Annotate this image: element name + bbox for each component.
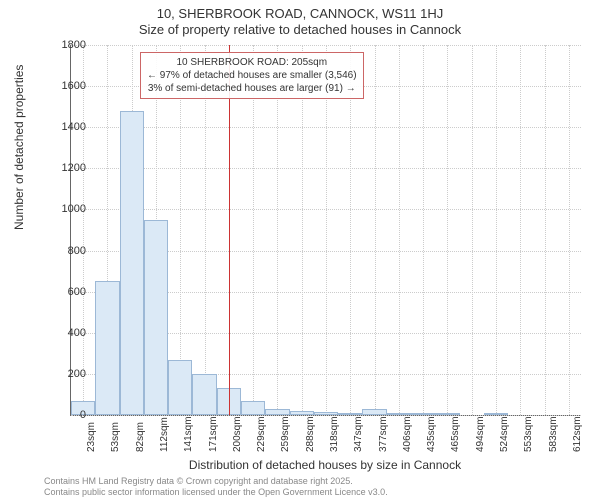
ytick-label: 800: [46, 245, 86, 257]
xtick-label: 229sqm: [256, 416, 267, 452]
histogram-bar: [265, 409, 289, 415]
gridline-v: [326, 45, 327, 415]
annotation-box: 10 SHERBROOK ROAD: 205sqm ← 97% of detac…: [140, 52, 364, 99]
histogram-bar: [192, 374, 216, 415]
ytick-label: 400: [46, 327, 86, 339]
ytick-label: 600: [46, 286, 86, 298]
xtick-label: 53sqm: [110, 422, 121, 452]
xtick-label: 465sqm: [450, 416, 461, 452]
gridline-v: [350, 45, 351, 415]
xtick-label: 612sqm: [572, 416, 583, 452]
footer-attribution: Contains HM Land Registry data © Crown c…: [44, 476, 388, 498]
y-axis-label: Number of detached properties: [12, 65, 26, 230]
ytick-label: 1200: [46, 162, 86, 174]
xtick-label: 318sqm: [329, 416, 340, 452]
ytick-label: 0: [46, 409, 86, 421]
gridline-v: [83, 45, 84, 415]
gridline-v: [205, 45, 206, 415]
annot-line-1: 10 SHERBROOK ROAD: 205sqm: [147, 56, 357, 69]
xtick-label: 406sqm: [402, 416, 413, 452]
title-line-1: 10, SHERBROOK ROAD, CANNOCK, WS11 1HJ: [0, 6, 600, 21]
footer-line-1: Contains HM Land Registry data © Crown c…: [44, 476, 388, 487]
gridline-v: [545, 45, 546, 415]
xtick-label: 200sqm: [232, 416, 243, 452]
annot-line-3: 3% of semi-detached houses are larger (9…: [147, 82, 357, 95]
gridline-v: [375, 45, 376, 415]
ytick-label: 200: [46, 368, 86, 380]
xtick-label: 583sqm: [548, 416, 559, 452]
gridline-v: [520, 45, 521, 415]
xtick-label: 259sqm: [280, 416, 291, 452]
histogram-bar: [168, 360, 192, 416]
histogram-bar: [484, 413, 508, 415]
histogram-bar: [387, 413, 411, 415]
ytick-label: 1600: [46, 80, 86, 92]
xtick-label: 377sqm: [378, 416, 389, 452]
histogram-bar: [362, 409, 386, 415]
gridline-v: [253, 45, 254, 415]
gridline-v: [447, 45, 448, 415]
plot-area: [70, 45, 581, 416]
chart-container: 10, SHERBROOK ROAD, CANNOCK, WS11 1HJ Si…: [0, 0, 600, 500]
ytick-label: 1000: [46, 203, 86, 215]
gridline-v: [569, 45, 570, 415]
histogram-bar: [435, 413, 459, 415]
xtick-label: 494sqm: [475, 416, 486, 452]
histogram-bar: [120, 111, 144, 415]
property-marker-line: [229, 45, 230, 415]
xtick-label: 435sqm: [426, 416, 437, 452]
xtick-label: 553sqm: [523, 416, 534, 452]
histogram-bar: [241, 401, 265, 415]
gridline-v: [277, 45, 278, 415]
footer-line-2: Contains public sector information licen…: [44, 487, 388, 498]
xtick-label: 23sqm: [86, 422, 97, 452]
x-axis-label: Distribution of detached houses by size …: [70, 458, 580, 472]
gridline-v: [472, 45, 473, 415]
gridline-v: [423, 45, 424, 415]
ytick-label: 1800: [46, 39, 86, 51]
histogram-bar: [338, 413, 362, 415]
gridline-v: [399, 45, 400, 415]
histogram-bar: [411, 413, 435, 415]
gridline-v: [302, 45, 303, 415]
histogram-bar: [95, 281, 119, 415]
xtick-label: 288sqm: [305, 416, 316, 452]
annot-line-2: ← 97% of detached houses are smaller (3,…: [147, 69, 357, 82]
gridline-v: [496, 45, 497, 415]
xtick-label: 141sqm: [183, 416, 194, 452]
xtick-label: 347sqm: [353, 416, 364, 452]
histogram-bar: [290, 411, 314, 415]
histogram-bar: [144, 220, 168, 415]
xtick-label: 524sqm: [499, 416, 510, 452]
xtick-label: 112sqm: [159, 417, 170, 452]
title-line-2: Size of property relative to detached ho…: [0, 22, 600, 37]
histogram-bar: [314, 412, 338, 415]
xtick-label: 171sqm: [208, 416, 219, 452]
ytick-label: 1400: [46, 121, 86, 133]
xtick-label: 82sqm: [135, 422, 146, 452]
